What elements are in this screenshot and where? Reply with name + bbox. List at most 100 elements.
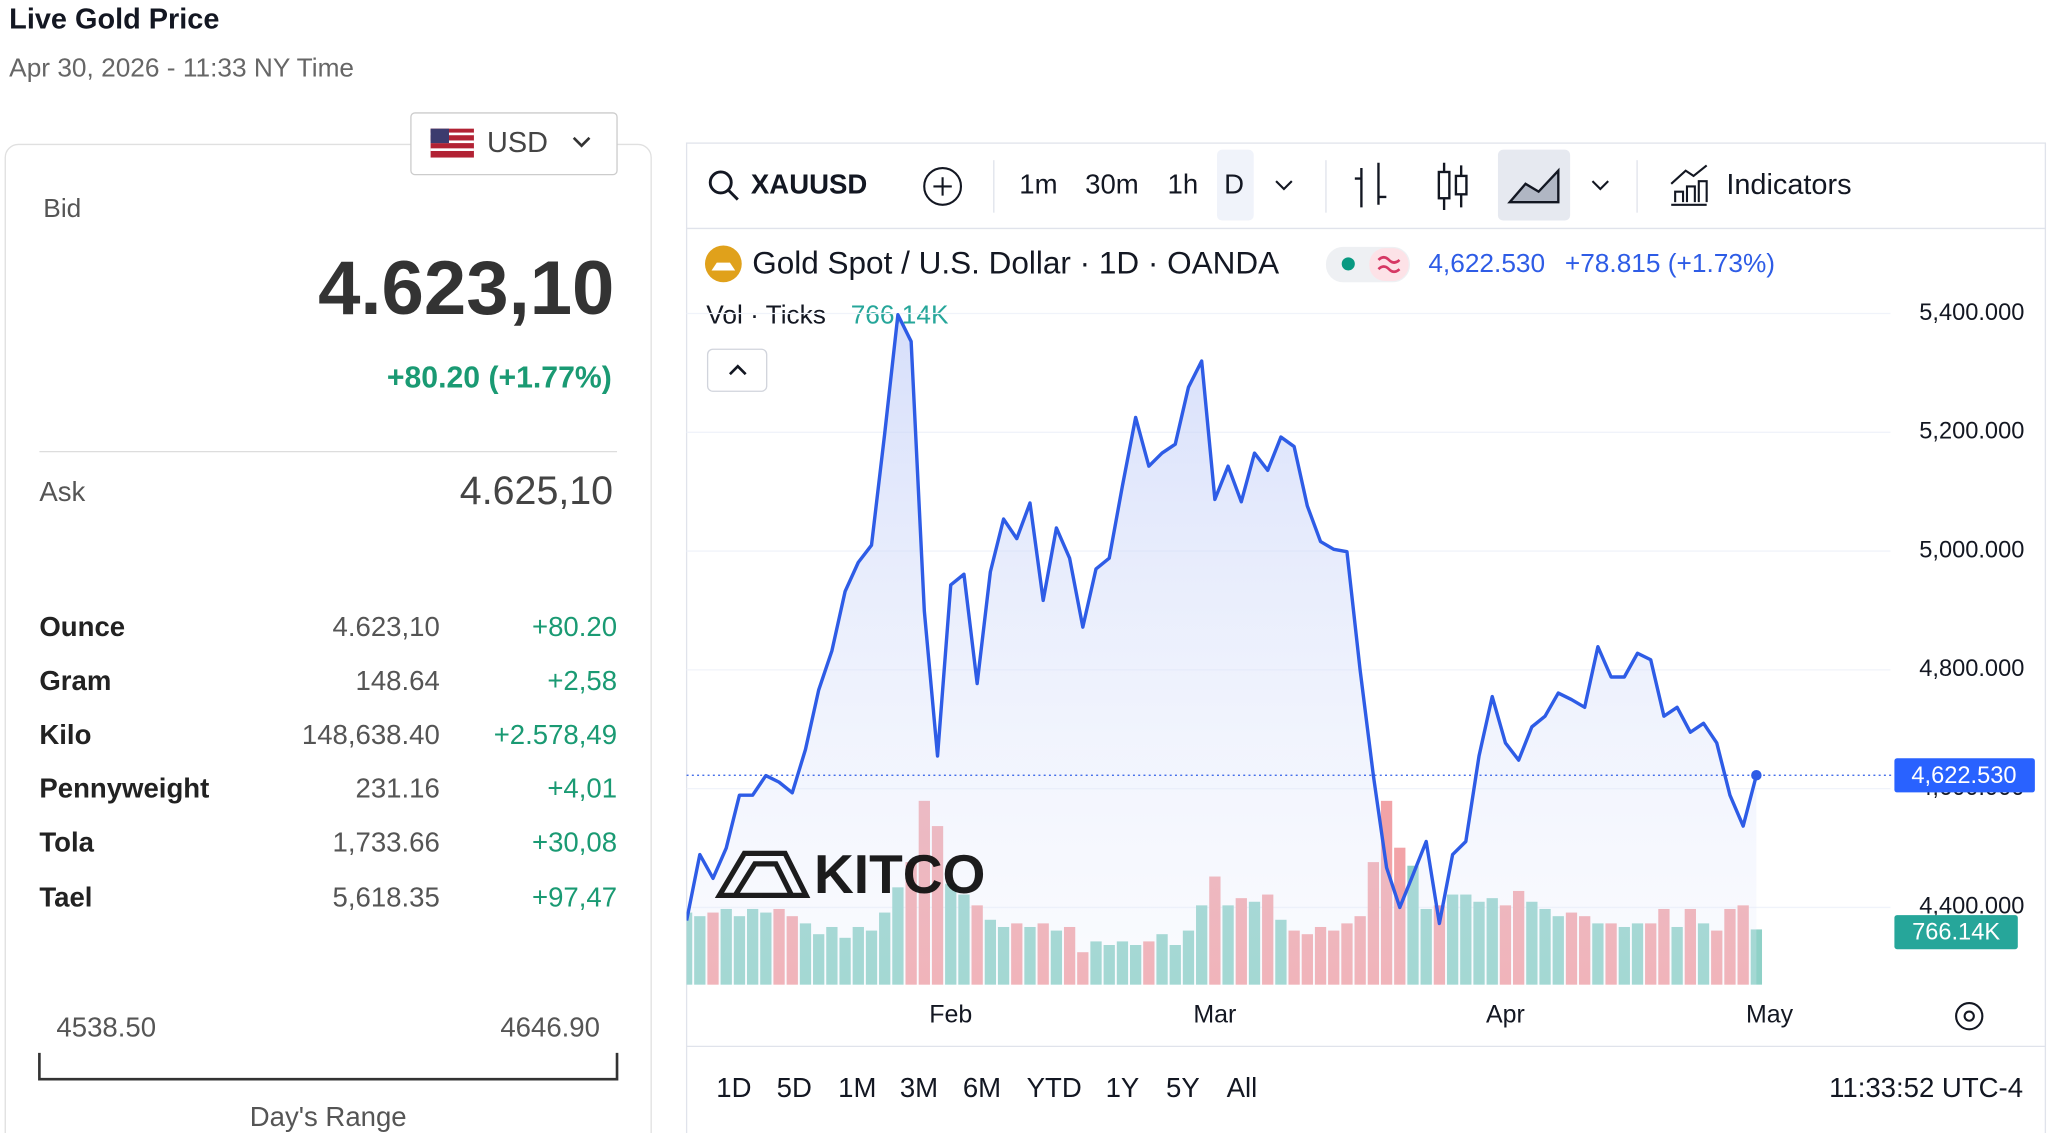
- flag-stripe: [430, 148, 474, 151]
- volume-tag-label: 766.14K: [1912, 920, 2000, 946]
- search-icon[interactable]: [708, 170, 733, 195]
- unit-name: Pennyweight: [39, 773, 209, 804]
- watermark: KITCO: [714, 843, 985, 905]
- volume-tag: [1894, 915, 2018, 950]
- interval-button[interactable]: D: [1224, 169, 1244, 200]
- interval-button[interactable]: 30m: [1085, 169, 1139, 200]
- x-tick-label: Mar: [1193, 1001, 1236, 1029]
- unit-price: 1,733.66: [333, 826, 440, 857]
- currency-label: USD: [487, 127, 548, 159]
- unit-price: 4.623,10: [333, 611, 440, 642]
- price-tag-label: 4,622.530: [1911, 763, 2016, 789]
- series-title: Gold Spot / U.S. Dollar · 1D · OANDA: [752, 245, 1279, 281]
- chevron[interactable]: [1275, 180, 1293, 191]
- chevron[interactable]: [1591, 180, 1609, 191]
- range-low: 4538.50: [56, 1012, 156, 1043]
- volume-bar: [1750, 929, 1763, 985]
- range-button[interactable]: All: [1227, 1072, 1258, 1103]
- ask-price: 4.625,10: [460, 469, 613, 513]
- unit-price: 5,618.35: [333, 882, 440, 913]
- unit-change: +97,47: [532, 882, 617, 913]
- y-tick-label: 5,000.000: [1919, 537, 2024, 563]
- unit-change: +30,08: [532, 826, 617, 857]
- price-tag: [1894, 758, 2035, 793]
- bars-icon[interactable]: [1354, 162, 1387, 208]
- candle: [1437, 170, 1451, 200]
- range-button[interactable]: 5D: [777, 1072, 812, 1103]
- range-button[interactable]: 6M: [963, 1072, 1001, 1103]
- market-open-dot: [1341, 257, 1355, 271]
- range-caption: Day's Range: [250, 1101, 407, 1132]
- settings-icon[interactable]: [1955, 1001, 1984, 1031]
- interval-button[interactable]: 1m: [1019, 169, 1057, 200]
- range-button[interactable]: 1M: [838, 1072, 876, 1103]
- price-line: [686, 313, 1759, 926]
- unit-name: Gram: [39, 665, 111, 696]
- indicators-button[interactable]: Indicators: [1726, 169, 1851, 201]
- settings-icon-core: [1963, 1010, 1975, 1022]
- timestamp: Apr 30, 2026 - 11:33 NY Time: [9, 53, 354, 83]
- unit-change: +2.578,49: [494, 719, 617, 750]
- search-icon-handle: [727, 189, 739, 201]
- range-high: 4646.90: [500, 1012, 600, 1043]
- unit-name: Tola: [39, 826, 94, 857]
- unit-change: +80.20: [532, 611, 617, 642]
- y-tick-label: 4,800.000: [1919, 656, 2024, 682]
- symbol[interactable]: XAUUSD: [751, 169, 867, 200]
- unit-price: 148,638.40: [302, 719, 440, 750]
- unit-name: Ounce: [39, 611, 125, 642]
- unit-price: 148.64: [356, 665, 440, 696]
- delayed-icon: [1377, 256, 1401, 274]
- area-icon[interactable]: [1507, 167, 1560, 204]
- flag-canton: [430, 128, 449, 144]
- gold-bar-icon: [711, 262, 736, 271]
- range-bar: [38, 1052, 619, 1081]
- interval-button[interactable]: 1h: [1168, 169, 1199, 200]
- currency-button[interactable]: [410, 112, 618, 176]
- page-title: Live Gold Price: [9, 4, 219, 36]
- compare-button[interactable]: [923, 166, 963, 206]
- range-button[interactable]: YTD: [1027, 1072, 1082, 1103]
- currency-select[interactable]: USD: [410, 112, 618, 176]
- range-button[interactable]: 1D: [716, 1072, 751, 1103]
- collapse-button[interactable]: [706, 348, 768, 392]
- indicators-icon[interactable]: [1670, 164, 1708, 206]
- range-button[interactable]: 1Y: [1106, 1072, 1140, 1103]
- plot: [686, 313, 1763, 985]
- range-button[interactable]: 5Y: [1166, 1072, 1200, 1103]
- range-button[interactable]: 3M: [900, 1072, 938, 1103]
- clock: 11:33:52 UTC-4: [1829, 1072, 2023, 1103]
- x-tick-label: May: [1746, 1001, 1794, 1029]
- x-tick-label: Apr: [1486, 1001, 1525, 1029]
- unit-change: +4,01: [547, 773, 617, 804]
- active-interval-bg: [1216, 149, 1254, 221]
- flag-stripe: [430, 140, 474, 144]
- y-tick-label: 5,400.000: [1919, 300, 2024, 326]
- price-area: [686, 314, 1757, 985]
- bid-price: 4.623,10: [318, 246, 614, 331]
- chevron-up: [728, 364, 747, 376]
- price-change: +78.815 (+1.73%): [1565, 248, 1775, 278]
- unit-name: Tael: [39, 882, 92, 913]
- candle: [1454, 174, 1468, 196]
- last-price: 4,622.530: [1428, 248, 1545, 278]
- unit-price: 231.16: [356, 773, 440, 804]
- chevron: [572, 136, 591, 148]
- quote-panel: [4, 143, 652, 1133]
- plus-icon: [933, 177, 952, 196]
- watermark-text: KITCO: [814, 843, 985, 905]
- unit-name: Kilo: [39, 719, 91, 750]
- delayed-badge: [1369, 248, 1409, 281]
- unit-change: +2,58: [547, 665, 617, 696]
- last-price-dot: [1751, 770, 1762, 781]
- bid-label: Bid: [43, 193, 81, 223]
- watermark-logo: [714, 850, 811, 898]
- volume-title: Vol · Ticks: [706, 299, 826, 329]
- flag-stripe: [430, 132, 474, 136]
- ask-label: Ask: [39, 476, 85, 507]
- y-tick-label: 5,200.000: [1919, 419, 2024, 445]
- bid-change: +80.20 (+1.77%): [387, 361, 612, 394]
- x-tick-label: Feb: [929, 1001, 972, 1029]
